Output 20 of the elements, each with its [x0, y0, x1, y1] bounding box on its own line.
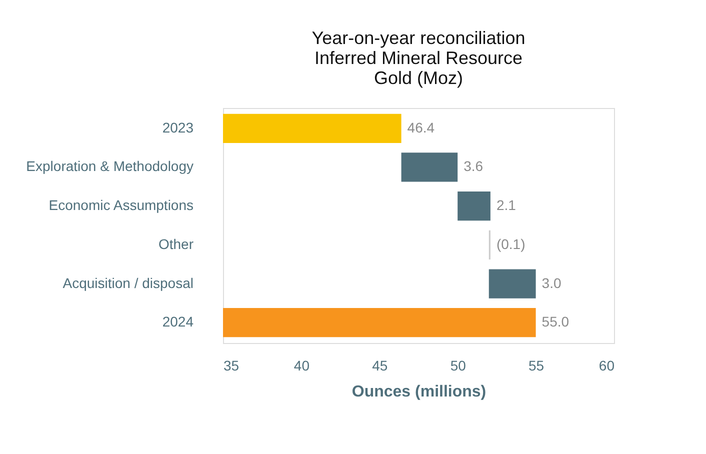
y-tick-label: 2024: [162, 314, 194, 330]
x-tick-label: 45: [372, 358, 388, 374]
data-label: 3.6: [464, 158, 484, 174]
y-tick-label: Economic Assumptions: [48, 197, 194, 214]
data-label: 2.1: [496, 197, 516, 214]
x-tick-label: 60: [598, 358, 615, 374]
data-label: 3.0: [542, 274, 562, 291]
data-label: 46.4: [407, 119, 435, 136]
y-tick-label: Acquisition / disposal: [62, 274, 194, 291]
chart-title: Year-on-year reconciliation Inferred Mineral Resource Gold (Moz): [312, 28, 526, 88]
data-label: 55.0: [542, 314, 570, 330]
x-tick-label: 55: [528, 358, 544, 374]
x-tick-label: 50: [450, 358, 466, 374]
x-tick-label: 35: [224, 358, 240, 374]
data-label: (0.1): [496, 236, 526, 252]
y-tick-label: 2023: [162, 119, 194, 136]
x-tick-label: 40: [294, 358, 310, 374]
y-tick-label: Exploration & Methodology: [26, 158, 194, 174]
y-tick-label: Other: [158, 236, 194, 252]
x-axis-title: Ounces (millions): [352, 384, 486, 400]
